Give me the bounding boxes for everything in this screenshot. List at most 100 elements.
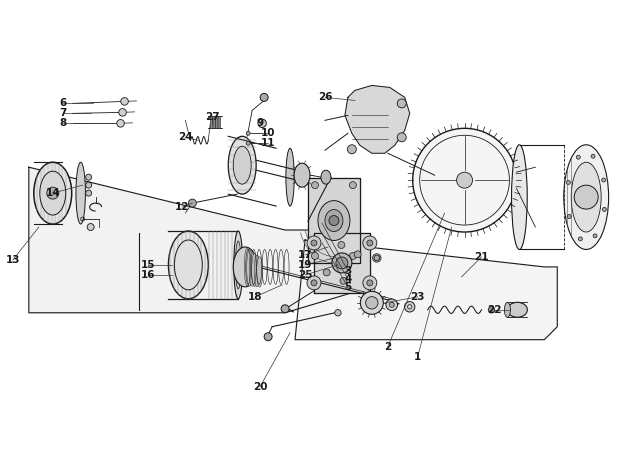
Circle shape [311,240,317,246]
Circle shape [488,306,494,313]
Text: 16: 16 [141,270,156,280]
Text: 24: 24 [178,133,193,142]
Ellipse shape [571,162,601,232]
Circle shape [260,94,268,101]
Text: 26: 26 [318,93,332,103]
Circle shape [246,131,250,135]
Circle shape [258,119,266,127]
Text: 1: 1 [414,352,421,361]
Ellipse shape [233,247,257,287]
Circle shape [335,310,341,316]
Ellipse shape [325,209,343,231]
Ellipse shape [76,162,85,224]
Bar [215,116,217,128]
Ellipse shape [40,171,66,215]
Circle shape [367,280,373,286]
Text: 4: 4 [344,274,351,284]
Ellipse shape [174,240,202,290]
Circle shape [117,120,124,127]
Circle shape [404,302,415,312]
Text: 9: 9 [257,118,264,128]
Circle shape [338,241,345,248]
Circle shape [350,181,356,189]
Circle shape [567,180,570,184]
Text: 6: 6 [59,98,67,108]
Text: 17: 17 [298,250,312,260]
Circle shape [329,216,339,226]
Text: 8: 8 [59,118,67,128]
Ellipse shape [249,251,255,286]
Text: 15: 15 [141,260,156,270]
Circle shape [312,181,318,189]
Ellipse shape [508,302,527,317]
Circle shape [386,299,397,311]
Circle shape [86,182,91,188]
Circle shape [574,185,598,209]
Circle shape [413,128,516,232]
Ellipse shape [169,231,208,299]
Circle shape [567,215,571,219]
Ellipse shape [564,145,609,249]
Ellipse shape [254,255,260,287]
Ellipse shape [247,250,253,286]
Text: 7: 7 [59,108,67,118]
Text: 25: 25 [298,270,312,280]
Circle shape [86,174,91,180]
Circle shape [602,208,606,211]
Circle shape [336,257,348,269]
Text: 3: 3 [344,266,351,276]
Circle shape [246,141,250,145]
Ellipse shape [307,276,321,290]
Bar [213,116,215,128]
Polygon shape [295,240,557,340]
Ellipse shape [511,145,527,249]
Ellipse shape [286,148,294,206]
Circle shape [397,133,406,142]
Polygon shape [308,178,360,263]
Circle shape [593,234,597,238]
Text: 22: 22 [487,305,502,315]
Polygon shape [29,167,352,313]
Bar [210,116,212,128]
Ellipse shape [294,163,310,187]
Text: 5: 5 [344,282,351,292]
Ellipse shape [244,248,250,286]
Circle shape [366,296,378,309]
Circle shape [374,255,379,261]
Text: 19: 19 [298,260,312,270]
Circle shape [397,99,406,108]
Circle shape [281,305,289,313]
Text: 14: 14 [45,188,60,198]
Text: 21: 21 [474,252,489,262]
Circle shape [87,224,94,230]
Circle shape [121,97,128,105]
Circle shape [86,190,91,196]
Circle shape [348,145,356,154]
Bar [218,116,220,128]
Circle shape [601,178,606,182]
Ellipse shape [257,256,262,287]
Circle shape [188,199,197,207]
Circle shape [457,172,473,188]
Circle shape [577,155,580,159]
Ellipse shape [233,146,251,184]
Ellipse shape [307,236,321,250]
Ellipse shape [363,236,377,250]
Ellipse shape [321,170,331,184]
Text: 2: 2 [384,342,391,352]
Circle shape [591,154,595,158]
Text: 10: 10 [261,128,276,138]
Circle shape [311,280,317,286]
Ellipse shape [318,200,350,240]
Text: 12: 12 [175,202,190,212]
Circle shape [323,269,330,276]
Ellipse shape [34,162,72,224]
Circle shape [367,240,373,246]
Circle shape [350,252,356,259]
Text: 18: 18 [248,292,262,302]
Text: 27: 27 [205,113,220,123]
Text: 20: 20 [253,381,267,391]
Text: 13: 13 [6,255,20,265]
Circle shape [578,237,582,241]
Circle shape [264,332,272,341]
